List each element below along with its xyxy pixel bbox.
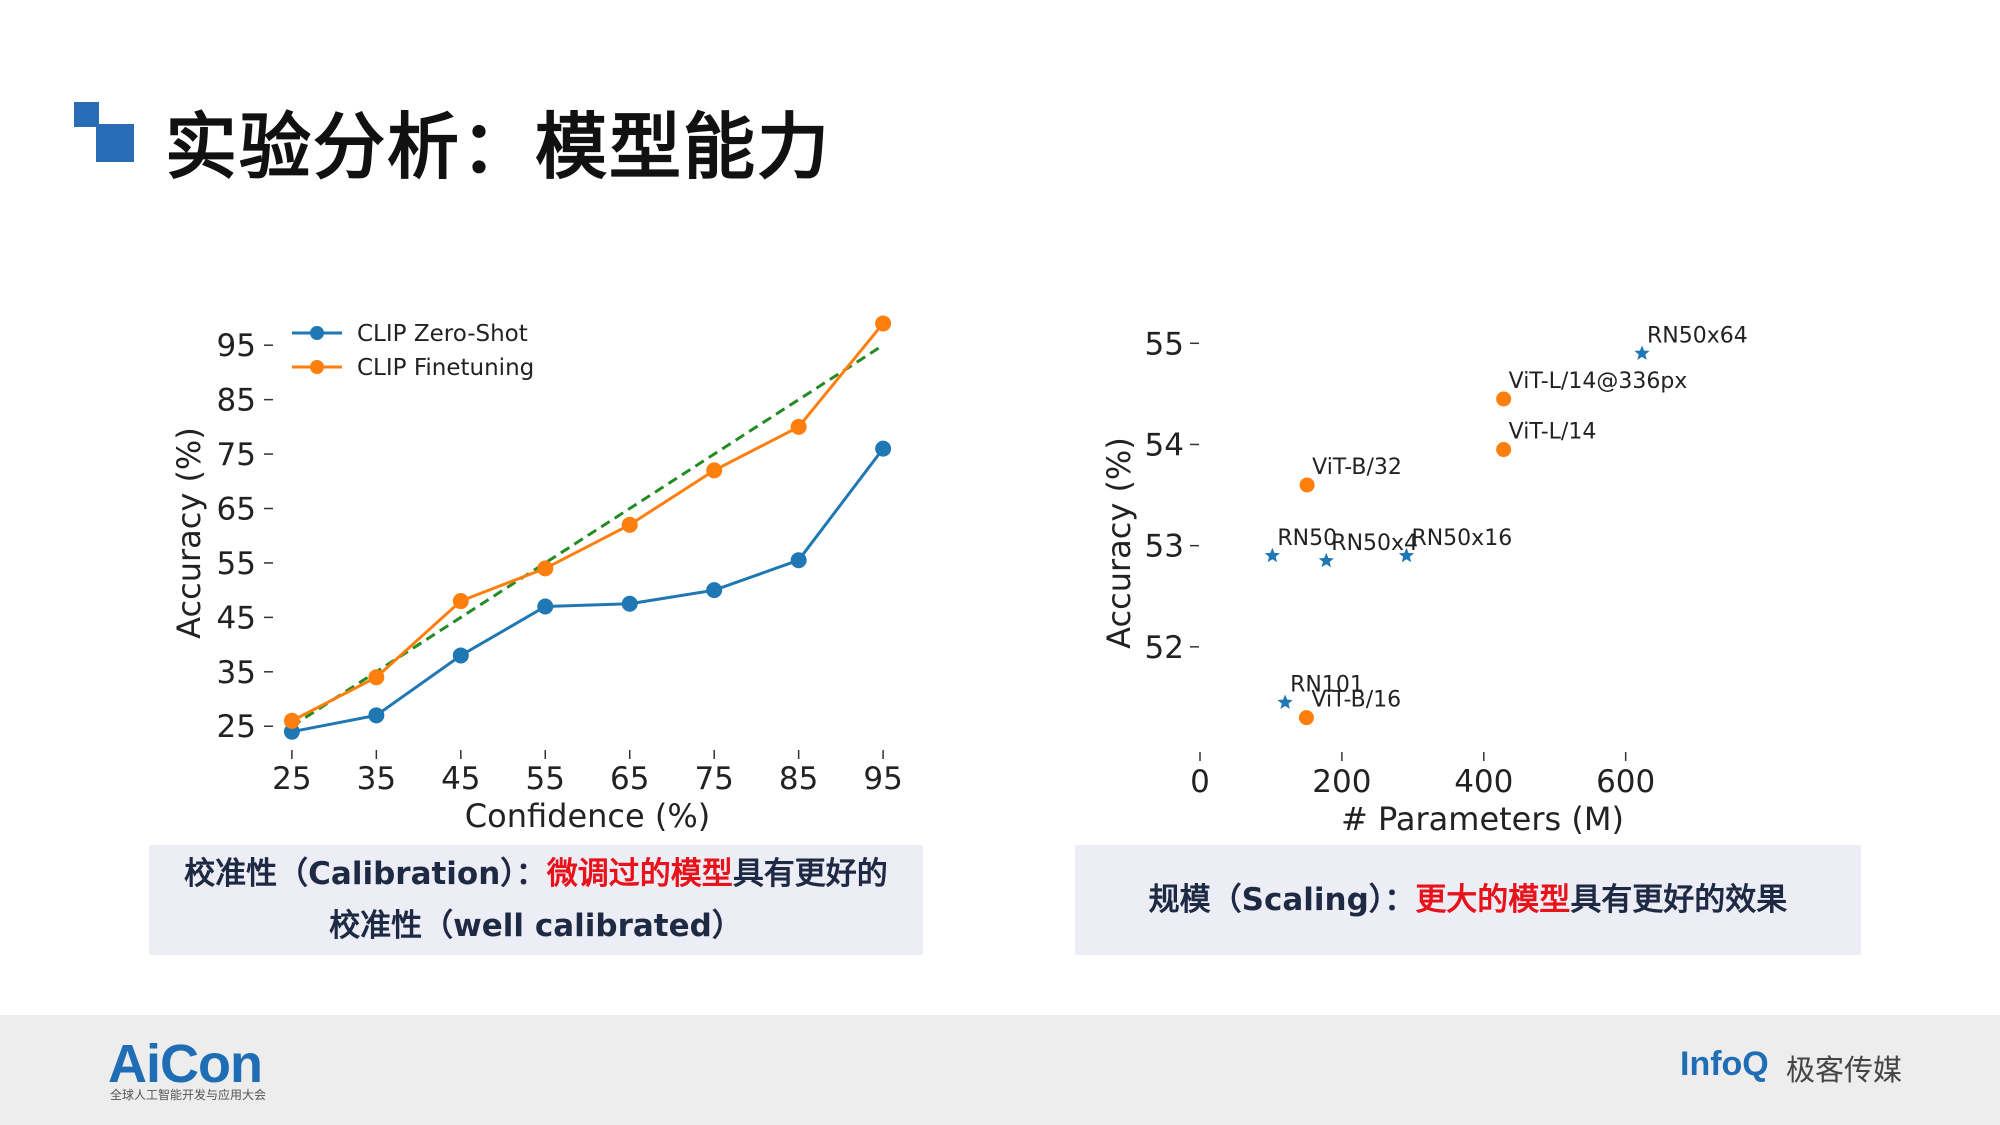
calibration-caption-line1: 校准性（Calibration）：微调过的模型具有更好的: [184, 848, 888, 900]
series-1-point: [621, 595, 638, 612]
point-label: ViT-L/14@336px: [1509, 369, 1688, 394]
legend-marker: [310, 326, 324, 340]
calibration-caption-highlight: 微调过的模型: [546, 856, 733, 892]
x-tick-label: 200: [1312, 764, 1371, 800]
calibration-caption: 校准性（Calibration）：微调过的模型具有更好的 校准性（well ca…: [149, 845, 923, 955]
point-label: RN101: [1290, 672, 1364, 697]
x-tick-label: 35: [357, 761, 396, 797]
series-2-point: [790, 418, 807, 435]
x-tick-label: 25: [272, 761, 311, 797]
point-marker-circle: [1496, 391, 1512, 407]
x-tick-label: 95: [863, 761, 902, 797]
y-tick-label: 95: [217, 328, 256, 364]
x-tick-label: 45: [441, 761, 480, 797]
y-tick-label: 54: [1145, 427, 1184, 463]
y-tick-label: 65: [217, 492, 256, 528]
page-title: 实验分析：模型能力: [165, 105, 832, 189]
x-tick-label: 600: [1596, 764, 1655, 800]
series-2-point: [537, 560, 554, 577]
series-2-point: [621, 516, 638, 533]
series-2-point: [283, 712, 300, 729]
title-square-small: [74, 102, 99, 127]
y-axis-title: Accuracy (%): [170, 427, 208, 639]
y-tick-label: 55: [217, 546, 256, 582]
calibration-caption-line2: 校准性（well calibrated）: [329, 908, 743, 944]
series-1-point: [537, 598, 554, 615]
series-2-point: [706, 462, 723, 479]
point-marker-star: [1634, 345, 1650, 360]
point-marker-circle: [1298, 710, 1314, 726]
series-1-point: [875, 440, 892, 457]
x-tick-label: 65: [610, 761, 649, 797]
series-2-point: [452, 593, 469, 610]
legend-label: CLIP Zero-Shot: [357, 321, 528, 347]
scaling-caption-prefix: 规模（Scaling）：: [1148, 882, 1416, 918]
y-tick-label: 55: [1145, 326, 1184, 362]
x-tick-label: 85: [779, 761, 818, 797]
legend-marker: [310, 360, 324, 374]
aicon-logo: AiCon: [108, 1034, 263, 1094]
point-marker-star: [1277, 694, 1293, 709]
legend-label: CLIP Finetuning: [357, 355, 534, 381]
aicon-logo-subtitle: 全球人工智能开发与应用大会: [110, 1088, 267, 1102]
x-axis-title: # Parameters (M): [1341, 800, 1624, 838]
point-label: ViT-B/16: [1311, 688, 1401, 713]
series-1-point: [790, 552, 807, 569]
series-1-point: [452, 647, 469, 664]
y-tick-label: 85: [217, 383, 256, 419]
point-label: RN50: [1277, 526, 1337, 551]
calibration-caption-prefix: 校准性（Calibration）：: [184, 856, 547, 892]
point-marker-circle: [1299, 477, 1315, 493]
series-2-point: [368, 669, 385, 686]
point-label: ViT-B/32: [1312, 455, 1402, 480]
x-tick-label: 75: [694, 761, 733, 797]
geek-media-logo: 极客传媒: [1786, 1053, 1903, 1087]
infoq-logo: InfoQ: [1680, 1045, 1769, 1083]
y-tick-label: 25: [217, 709, 256, 745]
point-label: RN50x16: [1411, 526, 1512, 551]
title-square-large: [96, 124, 134, 162]
x-axis-title: Confidence (%): [465, 797, 710, 835]
title-decoration-icon: [74, 102, 134, 162]
y-axis-title: Accuracy (%): [1100, 437, 1138, 649]
point-label: RN50x64: [1647, 323, 1748, 348]
point-marker-star: [1264, 547, 1280, 563]
y-tick-label: 35: [217, 655, 256, 691]
x-tick-label: 0: [1190, 764, 1210, 800]
calibration-caption-suffix: 具有更好的: [732, 856, 888, 892]
point-marker-star: [1398, 547, 1415, 563]
scaling-caption: 规模（Scaling）：更大的模型具有更好的效果: [1075, 845, 1861, 955]
point-label: ViT-L/14: [1509, 420, 1597, 445]
series-1-point: [706, 582, 723, 599]
footer-bar: [0, 1015, 2000, 1125]
series-line-2: [291, 322, 885, 723]
point-marker-circle: [1496, 442, 1512, 458]
x-tick-label: 400: [1454, 764, 1513, 800]
x-tick-label: 55: [526, 761, 565, 797]
series-2-point: [875, 315, 892, 332]
series-1-point: [368, 707, 385, 724]
point-marker-star: [1318, 552, 1334, 568]
scaling-caption-highlight: 更大的模型: [1415, 882, 1571, 918]
y-tick-label: 52: [1145, 630, 1184, 666]
scaling-caption-suffix: 具有更好的效果: [1570, 882, 1788, 918]
y-tick-label: 53: [1145, 529, 1184, 565]
y-tick-label: 45: [217, 600, 256, 636]
series-line-1: [291, 447, 885, 734]
point-label: RN50x4: [1331, 531, 1418, 556]
y-tick-label: 75: [217, 437, 256, 473]
